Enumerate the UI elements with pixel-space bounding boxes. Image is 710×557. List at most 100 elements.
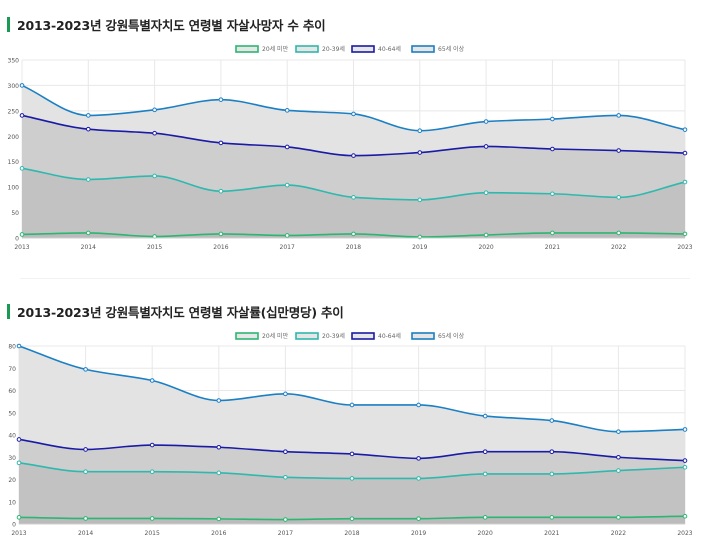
y-tick-label: 0 bbox=[12, 522, 16, 529]
y-tick-label: 10 bbox=[8, 499, 16, 506]
data-point bbox=[550, 116, 555, 122]
data-point bbox=[83, 516, 88, 521]
y-tick-label: 50 bbox=[8, 410, 16, 417]
y-tick-label: 40 bbox=[8, 433, 16, 440]
x-tick-label: 2015 bbox=[147, 244, 162, 251]
data-point bbox=[86, 126, 91, 132]
data-point bbox=[682, 179, 688, 185]
data-point bbox=[283, 474, 288, 480]
data-point bbox=[284, 108, 290, 113]
x-tick-label: 2021 bbox=[545, 244, 560, 251]
data-point bbox=[149, 442, 155, 448]
x-tick-label: 2021 bbox=[544, 530, 559, 537]
x-tick-label: 2016 bbox=[213, 244, 228, 251]
data-point bbox=[216, 398, 222, 403]
data-point bbox=[549, 471, 555, 477]
chart-title: 2013-2023년 강원특별자치도 연령별 자살률(십만명당) 추이 bbox=[17, 304, 344, 320]
data-point bbox=[682, 427, 688, 432]
x-tick-label: 2017 bbox=[280, 244, 295, 251]
data-point bbox=[682, 458, 688, 463]
data-point bbox=[16, 460, 22, 466]
area-fill-3 bbox=[22, 115, 685, 238]
data-point bbox=[86, 230, 91, 236]
data-point bbox=[83, 447, 88, 452]
legend-swatch-3 bbox=[351, 332, 375, 340]
y-tick-label: 0 bbox=[15, 236, 19, 243]
chart-title-row: 2013-2023년 강원특별자치도 연령별 자살률(십만명당) 추이 bbox=[7, 302, 344, 320]
chart-section-suicide-rate: 2013-2023년 강원특별자치도 연령별 자살률(십만명당) 추이 0 10 2… bbox=[0, 293, 710, 557]
title-accent-bar bbox=[7, 16, 10, 32]
data-point bbox=[483, 190, 489, 196]
data-point bbox=[550, 146, 555, 152]
chart-rate-svg: 0 10 20 30 40 50 60 70 80 2013 2014 2015 2016 2017 201… bbox=[8, 332, 692, 537]
legend-swatch-1 bbox=[235, 332, 259, 340]
data-point bbox=[16, 343, 22, 349]
data-point bbox=[283, 449, 288, 454]
data-point bbox=[16, 515, 22, 520]
x-tick-label: 2020 bbox=[478, 530, 493, 537]
area-fill-4 bbox=[19, 346, 685, 524]
x-tick-label: 2014 bbox=[78, 530, 93, 537]
data-point bbox=[19, 232, 25, 237]
data-point bbox=[149, 516, 155, 521]
data-point bbox=[482, 471, 488, 477]
data-point bbox=[616, 429, 621, 434]
legend-label: 20세 미만 bbox=[262, 45, 289, 53]
y-tick-label: 80 bbox=[8, 344, 16, 351]
data-point bbox=[483, 119, 489, 124]
data-point bbox=[284, 144, 290, 150]
y-tick-label: 200 bbox=[8, 134, 20, 141]
data-point bbox=[417, 197, 423, 203]
y-tick-label: 30 bbox=[8, 455, 16, 462]
data-point bbox=[417, 128, 423, 133]
data-point bbox=[616, 148, 622, 153]
legend-label: 65세 이상 bbox=[438, 45, 465, 53]
data-point bbox=[483, 232, 489, 238]
data-point bbox=[616, 468, 621, 473]
legend-label: 20-39세 bbox=[322, 332, 345, 340]
x-tick-label: 2018 bbox=[346, 244, 361, 251]
legend-label: 40-64세 bbox=[378, 45, 401, 53]
legend-swatch-1 bbox=[235, 45, 259, 53]
data-point bbox=[416, 516, 421, 521]
x-tick-label: 2016 bbox=[211, 530, 226, 537]
chart-deaths-svg: 0 50 100 150 200 250 300 350 2013 2014 2015 2016 201… bbox=[8, 45, 693, 251]
data-point bbox=[83, 469, 88, 475]
area-fill-2 bbox=[19, 462, 685, 524]
data-point bbox=[218, 97, 224, 102]
x-tick-label: 2018 bbox=[344, 530, 359, 537]
y-tick-label: 70 bbox=[8, 366, 16, 373]
x-tick-label: 2019 bbox=[411, 530, 426, 537]
data-point bbox=[152, 107, 157, 113]
data-point bbox=[616, 454, 621, 460]
data-point bbox=[152, 130, 157, 136]
y-tick-label: 300 bbox=[8, 83, 20, 90]
x-tick-label: 2013 bbox=[11, 530, 26, 537]
x-tick-label: 2019 bbox=[412, 244, 427, 251]
x-tick-label: 2023 bbox=[677, 530, 692, 537]
chart-section-suicide-deaths: 2013-2023년 강원특별자치도 연령별 자살사망자 수 추이 0 50 100… bbox=[0, 0, 710, 278]
legend-swatch-4 bbox=[411, 45, 435, 53]
data-point bbox=[216, 444, 222, 450]
data-point bbox=[349, 402, 355, 408]
legend-swatch-2 bbox=[295, 45, 319, 53]
data-point bbox=[16, 437, 22, 442]
x-tick-label: 2020 bbox=[478, 244, 493, 251]
legend-swatch-4 bbox=[411, 332, 435, 340]
data-point bbox=[682, 127, 688, 132]
data-point bbox=[351, 195, 356, 200]
area-fill-4 bbox=[22, 85, 685, 238]
x-tick-label: 2013 bbox=[14, 244, 29, 251]
chart-title: 2013-2023년 강원특별자치도 연령별 자살사망자 수 추이 bbox=[17, 17, 326, 33]
data-point bbox=[86, 177, 91, 182]
data-point bbox=[417, 150, 423, 155]
data-point bbox=[152, 173, 157, 179]
data-point bbox=[549, 449, 555, 454]
data-point bbox=[549, 515, 555, 520]
y-tick-label: 50 bbox=[11, 210, 19, 217]
y-tick-label: 100 bbox=[8, 185, 20, 192]
data-point bbox=[616, 515, 621, 520]
title-accent-bar bbox=[7, 303, 10, 319]
data-point bbox=[86, 113, 91, 118]
y-tick-label: 250 bbox=[8, 108, 20, 115]
